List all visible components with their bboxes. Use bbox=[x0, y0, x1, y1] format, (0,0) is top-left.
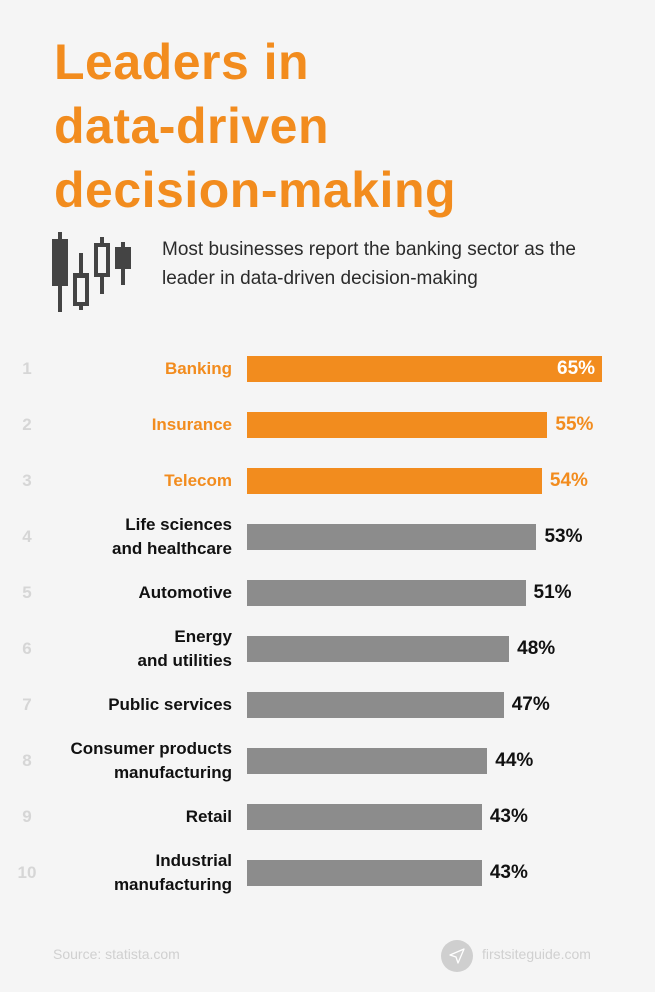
rank-label: 9 bbox=[22, 807, 32, 826]
page-title: Leaders in data-driven decision-making bbox=[54, 30, 456, 222]
value-label: 47% bbox=[511, 694, 550, 715]
bar-row: 9 Retail 43% bbox=[0, 792, 655, 842]
bar-row: 2 Insurance 55% bbox=[0, 400, 655, 450]
rank-label: 2 bbox=[22, 415, 32, 434]
category-label: Telecom bbox=[164, 471, 232, 490]
bar-row: 5 Automotive 51% bbox=[0, 568, 655, 618]
category-label: Energy and utilities bbox=[137, 627, 232, 670]
candlestick-chart-icon bbox=[52, 232, 131, 312]
rank-label: 3 bbox=[22, 471, 32, 490]
value-label: 43% bbox=[489, 806, 528, 827]
category-label: Life sciences and healthcare bbox=[112, 515, 232, 558]
bar bbox=[247, 636, 510, 662]
bar-row: 7 Public services 47% bbox=[0, 680, 655, 730]
rank-label: 6 bbox=[22, 639, 32, 658]
bar-row: 3 Telecom 54% bbox=[0, 456, 655, 506]
bar-row: 8 Consumer products manufacturing 44% bbox=[0, 736, 655, 786]
value-label: 55% bbox=[555, 414, 594, 435]
bar bbox=[247, 412, 548, 438]
rank-label: 7 bbox=[22, 695, 32, 714]
bar-row: 4 Life sciences and healthcare 53% bbox=[0, 512, 655, 562]
rank-label: 4 bbox=[22, 527, 32, 546]
value-label: 51% bbox=[533, 582, 572, 603]
value-label: 48% bbox=[517, 638, 556, 659]
title-line: Leaders in bbox=[54, 34, 310, 90]
bar-row: 1 Banking 65% bbox=[0, 344, 655, 394]
brand-text: firstsiteguide.com bbox=[482, 946, 591, 962]
value-label: 44% bbox=[495, 750, 534, 771]
category-label: Insurance bbox=[151, 415, 232, 434]
category-label: Industrial manufacturing bbox=[113, 851, 232, 894]
category-label: Retail bbox=[185, 807, 232, 826]
paper-plane-icon bbox=[441, 940, 473, 972]
title-line: data-driven bbox=[54, 98, 330, 154]
bar bbox=[247, 524, 537, 550]
category-label: Banking bbox=[164, 359, 232, 378]
rank-label: 1 bbox=[22, 359, 32, 378]
rank-label: 5 bbox=[22, 583, 32, 602]
bar bbox=[247, 356, 602, 382]
title-line: decision-making bbox=[54, 162, 457, 218]
bar-row: 6 Energy and utilities 48% bbox=[0, 624, 655, 674]
rank-label: 8 bbox=[22, 751, 32, 770]
category-label: Automotive bbox=[138, 583, 233, 602]
subtitle: Most businesses report the banking secto… bbox=[162, 239, 577, 289]
bar bbox=[247, 860, 482, 886]
source-text: Source: statista.com bbox=[53, 946, 180, 962]
category-label: Consumer products manufacturing bbox=[70, 739, 232, 782]
bar bbox=[247, 804, 482, 830]
value-label: 54% bbox=[549, 470, 588, 491]
category-label: Public services bbox=[108, 695, 232, 714]
bar bbox=[247, 468, 542, 494]
bar bbox=[247, 692, 504, 718]
bar bbox=[247, 580, 526, 606]
value-label: 65% bbox=[557, 358, 596, 379]
bar-row: 10 Industrial manufacturing 43% bbox=[0, 848, 655, 898]
value-label: 53% bbox=[544, 526, 583, 547]
bar bbox=[247, 748, 488, 774]
rank-label: 10 bbox=[17, 863, 37, 882]
value-label: 43% bbox=[489, 862, 528, 883]
